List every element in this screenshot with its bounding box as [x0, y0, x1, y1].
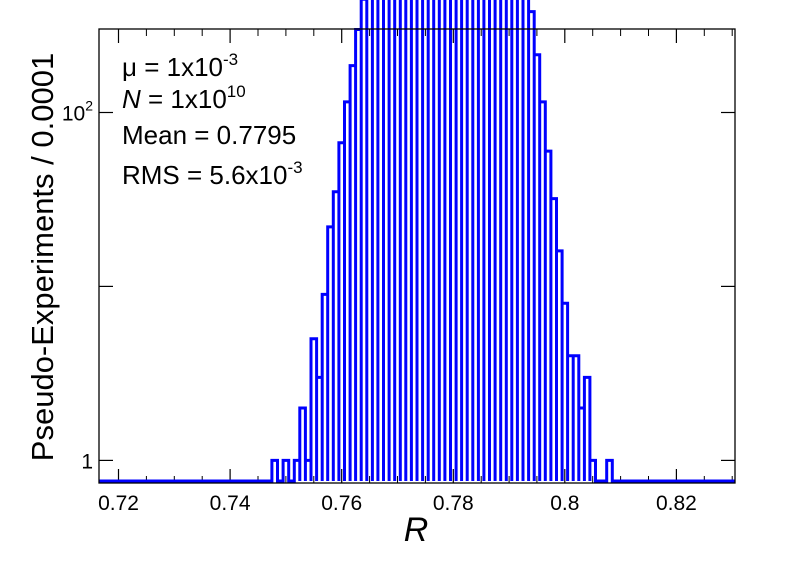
x-tick-label: 0.72 — [98, 492, 139, 515]
x-tick-label: 0.82 — [656, 492, 697, 515]
x-tick-label: 0.78 — [433, 492, 474, 515]
stat-n-exp: 10 — [227, 82, 246, 101]
stat-mu: μ = 1x10-3 — [122, 50, 238, 82]
stat-rms-text: RMS = 5.6x10 — [122, 160, 287, 190]
x-tick-label: 0.8 — [550, 492, 579, 515]
stat-mean: Mean = 0.7795 — [122, 120, 296, 150]
stat-n-text: = 1x10 — [141, 84, 227, 114]
x-tick-label: 0.76 — [321, 492, 362, 515]
y-axis-title: Pseudo-Experiments / 0.0001 — [25, 53, 60, 461]
stat-rms-exp: -3 — [287, 158, 302, 177]
x-axis-title: R — [404, 511, 429, 549]
x-tick-label: 0.74 — [210, 492, 251, 515]
histogram-series — [99, 0, 735, 483]
stat-n-symbol: N — [122, 84, 141, 114]
plot-frame — [98, 28, 736, 484]
stat-mu-symbol: μ — [122, 52, 137, 82]
stat-n: N = 1x1010 — [122, 82, 246, 114]
stat-mu-exp: -3 — [223, 50, 238, 69]
stats-box: μ = 1x10-3 N = 1x1010 Mean = 0.7795 RMS … — [122, 50, 303, 190]
stat-rms: RMS = 5.6x10-3 — [122, 158, 303, 190]
y-tick-label: 1 — [81, 450, 93, 473]
y-tick-label: 102 — [62, 98, 93, 126]
stat-mu-text: = 1x10 — [137, 52, 223, 82]
tick-labels: 0.720.740.760.780.80.821102104 — [62, 98, 697, 516]
